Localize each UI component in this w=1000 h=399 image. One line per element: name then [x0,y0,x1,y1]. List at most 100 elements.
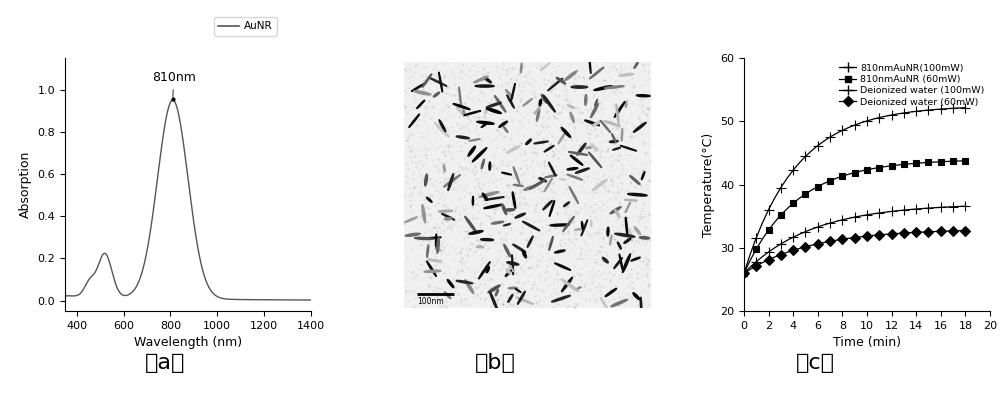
Ellipse shape [484,77,491,83]
Ellipse shape [513,244,526,253]
Ellipse shape [422,74,432,87]
Legend: AuNR: AuNR [214,17,276,36]
Ellipse shape [524,186,534,190]
Ellipse shape [615,209,620,218]
Ellipse shape [507,146,520,153]
Ellipse shape [443,164,445,172]
Text: 810nm: 810nm [152,71,196,97]
Ellipse shape [481,122,488,127]
Ellipse shape [456,136,469,139]
Y-axis label: Temperature(°C): Temperature(°C) [702,132,715,237]
Ellipse shape [465,216,477,233]
Ellipse shape [541,95,547,103]
Ellipse shape [485,197,504,200]
Ellipse shape [624,238,631,243]
Ellipse shape [469,139,480,141]
Ellipse shape [604,86,624,89]
Ellipse shape [481,159,484,169]
Ellipse shape [415,237,434,239]
Ellipse shape [570,112,574,122]
Ellipse shape [610,140,618,142]
Ellipse shape [620,146,637,151]
Ellipse shape [615,233,635,237]
Ellipse shape [622,254,631,273]
Ellipse shape [427,245,429,257]
Ellipse shape [512,192,516,208]
Ellipse shape [439,72,443,92]
Ellipse shape [585,147,592,148]
Ellipse shape [468,146,475,156]
Ellipse shape [427,261,436,277]
Ellipse shape [427,259,441,262]
Ellipse shape [512,255,514,275]
Ellipse shape [613,148,620,150]
Ellipse shape [526,139,531,144]
Ellipse shape [585,120,600,126]
X-axis label: Wavelength (nm): Wavelength (nm) [134,336,242,350]
Ellipse shape [522,250,526,258]
Ellipse shape [463,110,465,116]
Ellipse shape [404,217,417,223]
Ellipse shape [479,262,490,279]
Ellipse shape [481,239,494,241]
Ellipse shape [634,227,641,235]
Ellipse shape [522,221,540,231]
Ellipse shape [427,197,432,202]
Ellipse shape [425,174,427,186]
Ellipse shape [488,285,500,293]
Ellipse shape [575,168,589,173]
Ellipse shape [619,73,634,76]
Ellipse shape [529,180,545,189]
Ellipse shape [605,288,617,296]
Ellipse shape [508,294,513,302]
Ellipse shape [567,174,583,180]
Y-axis label: Absorption: Absorption [19,151,32,218]
Ellipse shape [485,107,488,114]
Ellipse shape [543,95,555,112]
Ellipse shape [506,269,511,274]
Ellipse shape [534,107,540,114]
Ellipse shape [459,87,461,106]
Ellipse shape [434,122,449,137]
Ellipse shape [513,184,523,186]
Ellipse shape [612,134,616,142]
Ellipse shape [472,148,487,162]
Ellipse shape [444,292,451,298]
Ellipse shape [516,297,533,304]
Ellipse shape [513,167,520,184]
Ellipse shape [564,71,577,81]
Ellipse shape [499,121,507,127]
Ellipse shape [561,279,578,291]
Ellipse shape [628,194,647,196]
Ellipse shape [549,201,555,216]
Ellipse shape [549,237,553,251]
Ellipse shape [447,280,454,288]
Ellipse shape [539,178,546,182]
Ellipse shape [505,270,511,277]
Ellipse shape [405,233,420,236]
Legend: 810nmAuNR(100mW), 810nmAuNR (60mW), Deionized water (100mW), Deionized water (60: 810nmAuNR(100mW), 810nmAuNR (60mW), Deio… [835,60,988,111]
Ellipse shape [577,143,586,155]
Ellipse shape [489,162,491,170]
Ellipse shape [567,105,575,109]
Ellipse shape [564,202,570,207]
Ellipse shape [534,141,548,144]
Ellipse shape [585,95,587,105]
Ellipse shape [422,205,426,223]
Ellipse shape [429,77,447,86]
Ellipse shape [562,277,572,292]
Ellipse shape [453,104,470,110]
Ellipse shape [437,238,439,253]
Ellipse shape [559,178,566,180]
Ellipse shape [424,270,441,273]
Ellipse shape [484,204,502,209]
Ellipse shape [495,96,506,112]
Ellipse shape [465,280,474,294]
Ellipse shape [507,262,519,265]
Ellipse shape [504,244,510,257]
Ellipse shape [631,257,640,261]
Ellipse shape [503,224,510,226]
Ellipse shape [486,108,501,113]
Ellipse shape [611,299,628,307]
Ellipse shape [549,162,556,176]
